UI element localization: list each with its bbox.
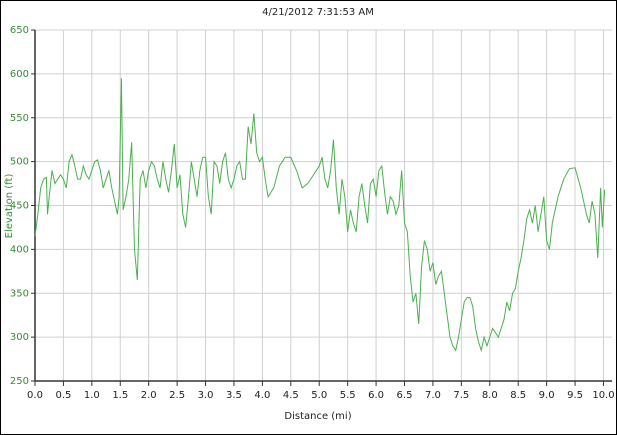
x-tick-label: 5.0 [311, 390, 327, 401]
x-tick-label: 8.0 [482, 390, 498, 401]
x-tick-label: 0.5 [55, 390, 71, 401]
grid: 250 300 350 400 450 500 550 600 650 0.0 0.5 1.0 1.5 2… [10, 25, 615, 401]
plot [34, 78, 606, 353]
x-tick-label: 9.5 [567, 390, 583, 401]
x-tick-label: 2.5 [169, 390, 185, 401]
x-tick-label: 6.0 [368, 390, 384, 401]
y-tick-label: 500 [10, 157, 29, 168]
x-tick-label: 2.0 [141, 390, 157, 401]
x-tick-label: 9.0 [539, 390, 555, 401]
x-tick-label: 3.0 [198, 390, 214, 401]
y-tick-label: 250 [10, 376, 29, 387]
elevation-line [34, 78, 606, 353]
x-tick-label: 7.0 [425, 390, 441, 401]
x-axis-label: Distance (mi) [284, 411, 351, 422]
y-tick-label: 300 [10, 332, 29, 343]
y-tick-label: 450 [10, 201, 29, 212]
y-axis-label: Elevation (ft) [4, 174, 15, 239]
y-tick-label: 600 [10, 69, 29, 80]
y-tick-label: 650 [10, 25, 29, 36]
x-tick-label: 5.5 [340, 390, 356, 401]
x-tick-label: 0.0 [27, 390, 43, 401]
x-tick-label: 6.5 [397, 390, 413, 401]
x-tick-label: 1.5 [112, 390, 128, 401]
y-tick-label: 350 [10, 288, 29, 299]
x-tick-label: 4.5 [283, 390, 299, 401]
y-tick-label: 550 [10, 113, 29, 124]
x-tick-label: 10.0 [592, 390, 614, 401]
x-tick-label: 7.5 [453, 390, 469, 401]
x-tick-label: 1.0 [84, 390, 100, 401]
x-tick-label: 4.0 [254, 390, 270, 401]
x-tick-label: 3.5 [226, 390, 242, 401]
chart-title: 4/21/2012 7:31:53 AM [262, 7, 374, 18]
y-tick-label: 400 [10, 244, 29, 255]
x-tick-label: 8.5 [510, 390, 526, 401]
